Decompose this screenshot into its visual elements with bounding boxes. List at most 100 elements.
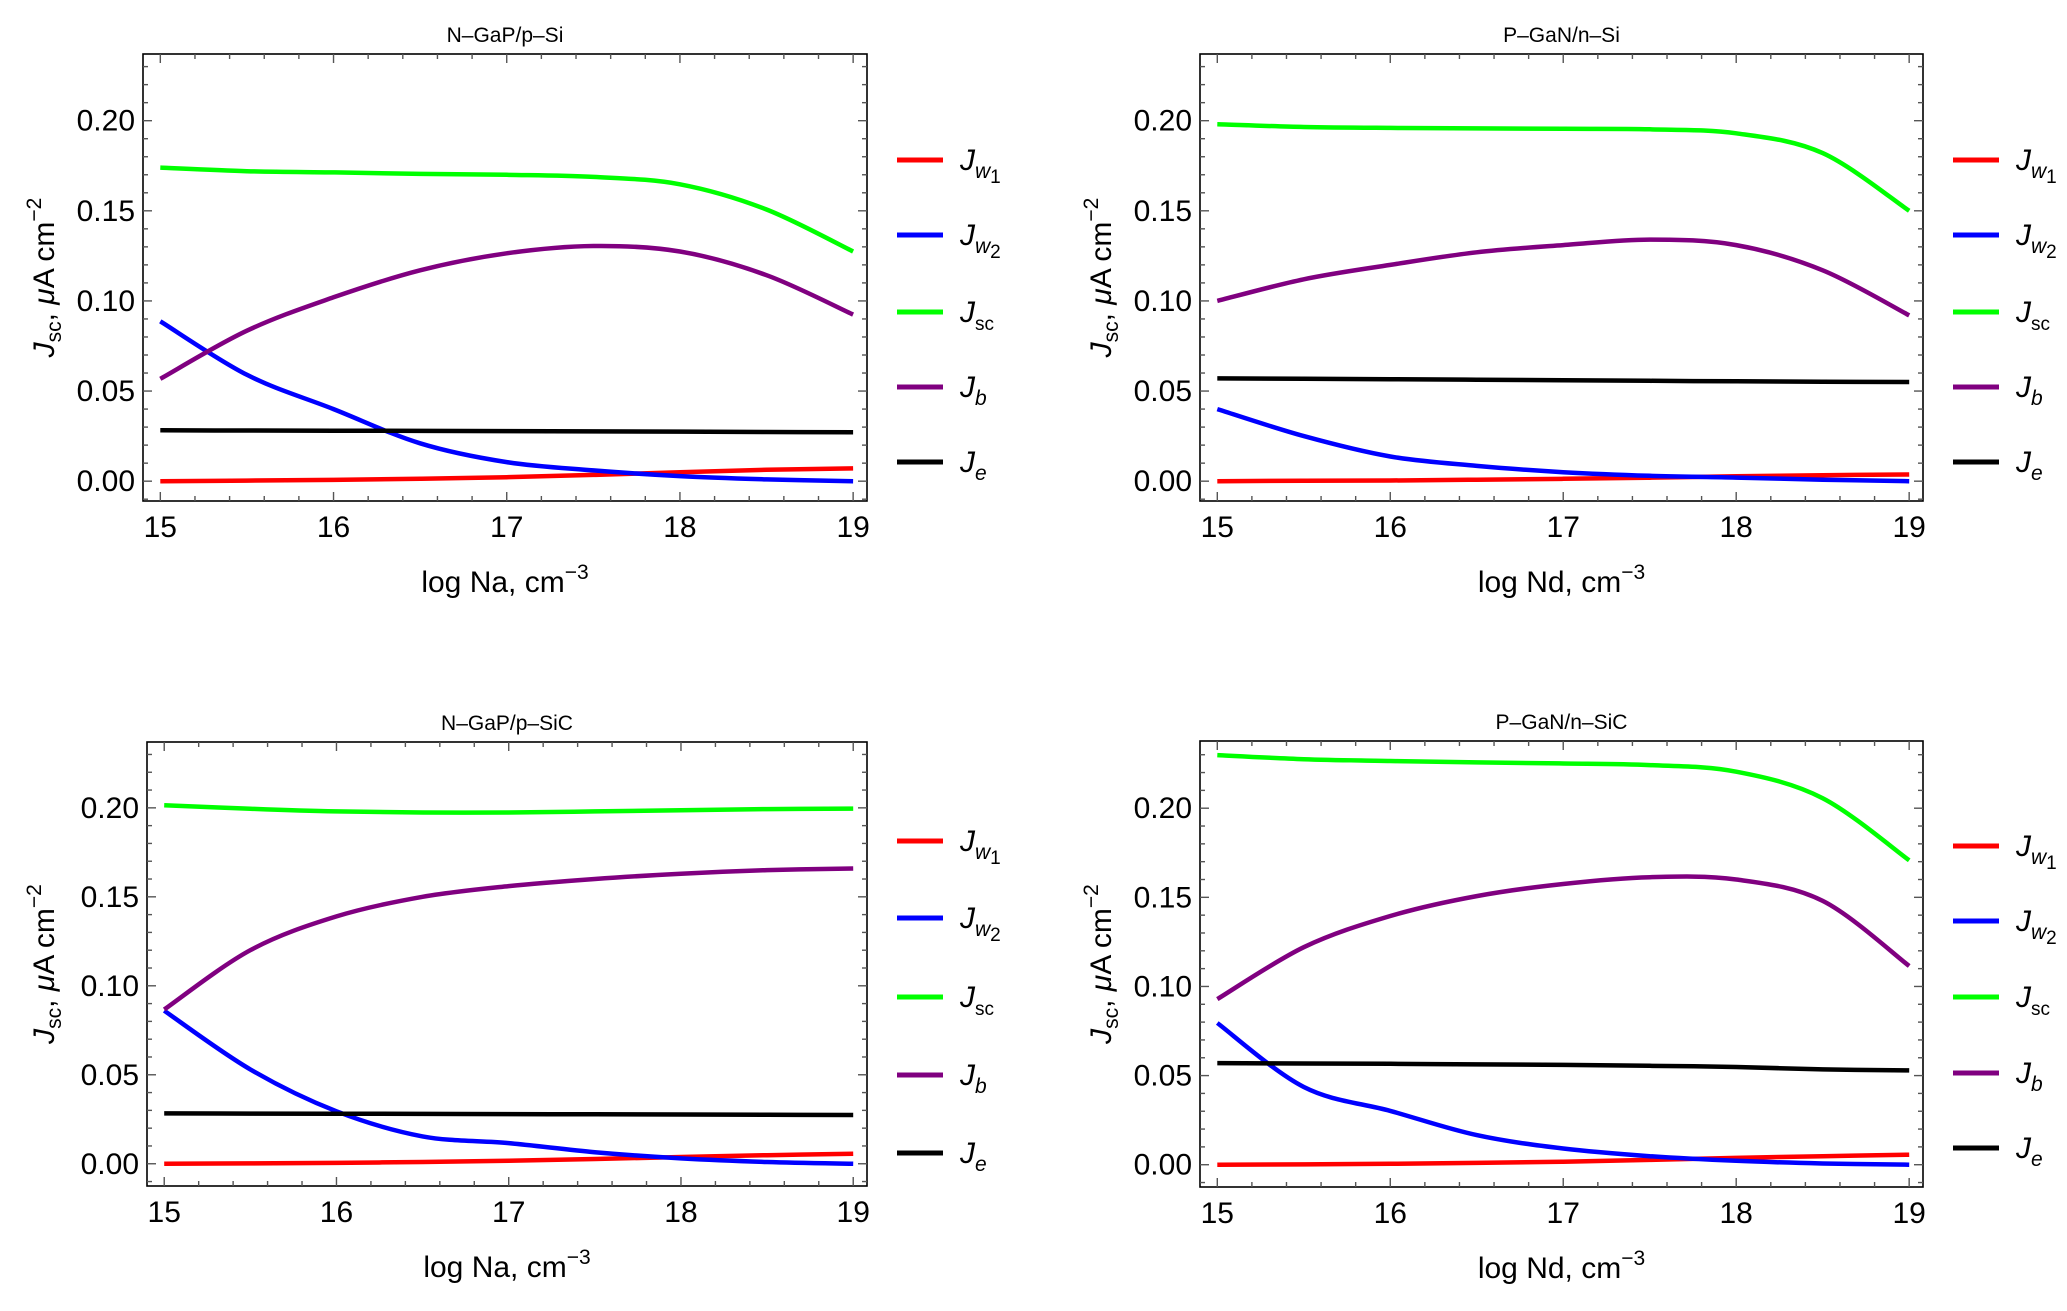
x-axis-label: log Nd, cm−3 [1478, 1247, 1645, 1285]
x-tick-label: 19 [1892, 1197, 1925, 1230]
y-tick-label: 0.20 [1134, 792, 1192, 825]
legend-label-j-b: Jb [959, 371, 987, 410]
x-tick-label: 18 [663, 511, 696, 544]
legend-label-j-w2: Jw2 [959, 219, 1001, 263]
legend-label-j-w2: Jw2 [2015, 905, 2057, 949]
panel-3: N–GaP/p–SiC 15 16 17 18 19 0.00 0.05 0.10 0.15 0.2… [23, 712, 1001, 1284]
legend-label-j-e: Je [959, 446, 987, 485]
y-tick-label: 0.10 [77, 285, 135, 318]
series-line-j-w1 [160, 466, 854, 484]
legend-label-j-e: Je [2015, 1132, 2043, 1171]
legend-label-j-b: Jb [2015, 371, 2043, 410]
x-axis-label: log Na, cm−3 [423, 1246, 590, 1284]
y-axis-label: Jsc, μA cm−2 [1080, 884, 1123, 1045]
series-line-j-w1 [164, 1151, 854, 1167]
y-axis-label: Jsc, μA cm−2 [1080, 198, 1123, 359]
y-tick-label: 0.10 [1134, 970, 1192, 1003]
x-tick-label: 17 [490, 511, 523, 544]
legend-label-j-e: Je [959, 1137, 987, 1176]
series-line-j-b [162, 866, 854, 1012]
y-axis-label: Jsc, μA cm−2 [23, 884, 66, 1045]
series-line-j-e [1217, 376, 1910, 385]
plot-frame [1199, 740, 1924, 1188]
y-tick-label: 0.20 [81, 792, 139, 825]
y-tick-label: 0.15 [77, 195, 135, 228]
panel-title: P–GaN/n–Si [1503, 24, 1620, 47]
x-tick-label: 19 [1892, 511, 1925, 544]
legend-label-j-sc: Jsc [959, 981, 994, 1020]
x-tick-label: 17 [1547, 1197, 1580, 1230]
y-tick-label: 0.05 [1134, 1060, 1192, 1093]
legend-label-j-b: Jb [2015, 1057, 2043, 1096]
plot-frame [142, 53, 868, 502]
series-line-j-e [1217, 1060, 1910, 1073]
series-line-j-sc [160, 165, 855, 254]
y-tick-label: 0.20 [1134, 105, 1192, 138]
legend-label-j-w1: Jw1 [959, 825, 1001, 869]
x-tick-label: 16 [320, 1196, 353, 1229]
x-tick-label: 18 [1720, 511, 1753, 544]
legend-label-j-w1: Jw1 [2015, 144, 2057, 188]
x-axis-label: log Na, cm−3 [421, 561, 588, 599]
legend-label-j-b: Jb [959, 1059, 987, 1098]
legend-label-j-sc: Jsc [959, 296, 994, 335]
y-tick-label: 0.00 [81, 1148, 139, 1181]
legend-label-j-sc: Jsc [2015, 296, 2050, 335]
series-line-j-b [159, 243, 855, 381]
y-tick-label: 0.00 [1134, 1149, 1192, 1182]
panel-2: P–GaN/n–Si 15 16 17 18 19 0.00 0.05 0.10 0.15 0.20… [1080, 24, 2057, 599]
x-tick-label: 17 [1547, 511, 1580, 544]
plot-frame [146, 741, 868, 1187]
series-line-j-w2 [1215, 1021, 1910, 1167]
y-tick-label: 0.05 [1134, 375, 1192, 408]
series-line-j-sc [1217, 752, 1911, 863]
y-tick-label: 0.10 [81, 970, 139, 1003]
series-line-j-w2 [162, 1008, 854, 1167]
panel-1: N–GaP/p–Si 15 16 17 18 19 0.00 0.05 0.10 0.15 0.20… [23, 24, 1001, 599]
y-tick-label: 0.10 [1134, 285, 1192, 318]
panel-title: N–GaP/p–SiC [441, 712, 573, 735]
series-line-j-e [160, 428, 854, 435]
series-line-j-sc [1217, 122, 1911, 213]
legend-label-j-w1: Jw1 [959, 144, 1001, 188]
x-tick-label: 19 [837, 1196, 870, 1229]
panel-title: P–GaN/n–SiC [1496, 711, 1628, 734]
legend-label-j-sc: Jsc [2015, 981, 2050, 1020]
x-tick-label: 18 [664, 1196, 697, 1229]
legend-label-j-w1: Jw1 [2015, 830, 2057, 874]
x-axis-label: log Nd, cm−3 [1478, 561, 1645, 599]
x-tick-label: 15 [144, 511, 177, 544]
series-line-j-sc [164, 802, 854, 815]
x-tick-label: 16 [1374, 511, 1407, 544]
y-tick-label: 0.15 [81, 881, 139, 914]
x-tick-label: 18 [1720, 1197, 1753, 1230]
series-line-j-w1 [1217, 1152, 1910, 1167]
y-tick-label: 0.00 [1134, 465, 1192, 498]
y-tick-label: 0.05 [77, 375, 135, 408]
y-tick-label: 0.00 [77, 465, 135, 498]
plot-frame [1199, 53, 1924, 502]
y-tick-label: 0.20 [77, 105, 135, 138]
series-line-j-w2 [159, 319, 854, 484]
x-tick-label: 15 [1201, 1197, 1234, 1230]
series-line-j-w1 [1217, 472, 1910, 484]
legend-label-j-w2: Jw2 [2015, 219, 2057, 263]
y-tick-label: 0.15 [1134, 195, 1192, 228]
panel-title: N–GaP/p–Si [447, 24, 564, 47]
series-line-j-e [164, 1111, 854, 1118]
y-axis-label: Jsc, μA cm−2 [23, 198, 66, 359]
y-tick-label: 0.15 [1134, 881, 1192, 914]
x-tick-label: 17 [492, 1196, 525, 1229]
series-line-j-w2 [1216, 406, 1910, 484]
x-tick-label: 15 [148, 1196, 181, 1229]
panel-4: P–GaN/n–SiC 15 16 17 18 19 0.00 0.05 0.10 0.15 0.2… [1080, 711, 2057, 1285]
series-line-j-b [1216, 874, 1911, 1002]
legend-label-j-e: Je [2015, 446, 2043, 485]
series-line-j-b [1216, 237, 1911, 318]
x-tick-label: 16 [1374, 1197, 1407, 1230]
x-tick-label: 15 [1201, 511, 1234, 544]
x-tick-label: 16 [317, 511, 350, 544]
legend-label-j-w2: Jw2 [959, 902, 1001, 946]
y-tick-label: 0.05 [81, 1059, 139, 1092]
